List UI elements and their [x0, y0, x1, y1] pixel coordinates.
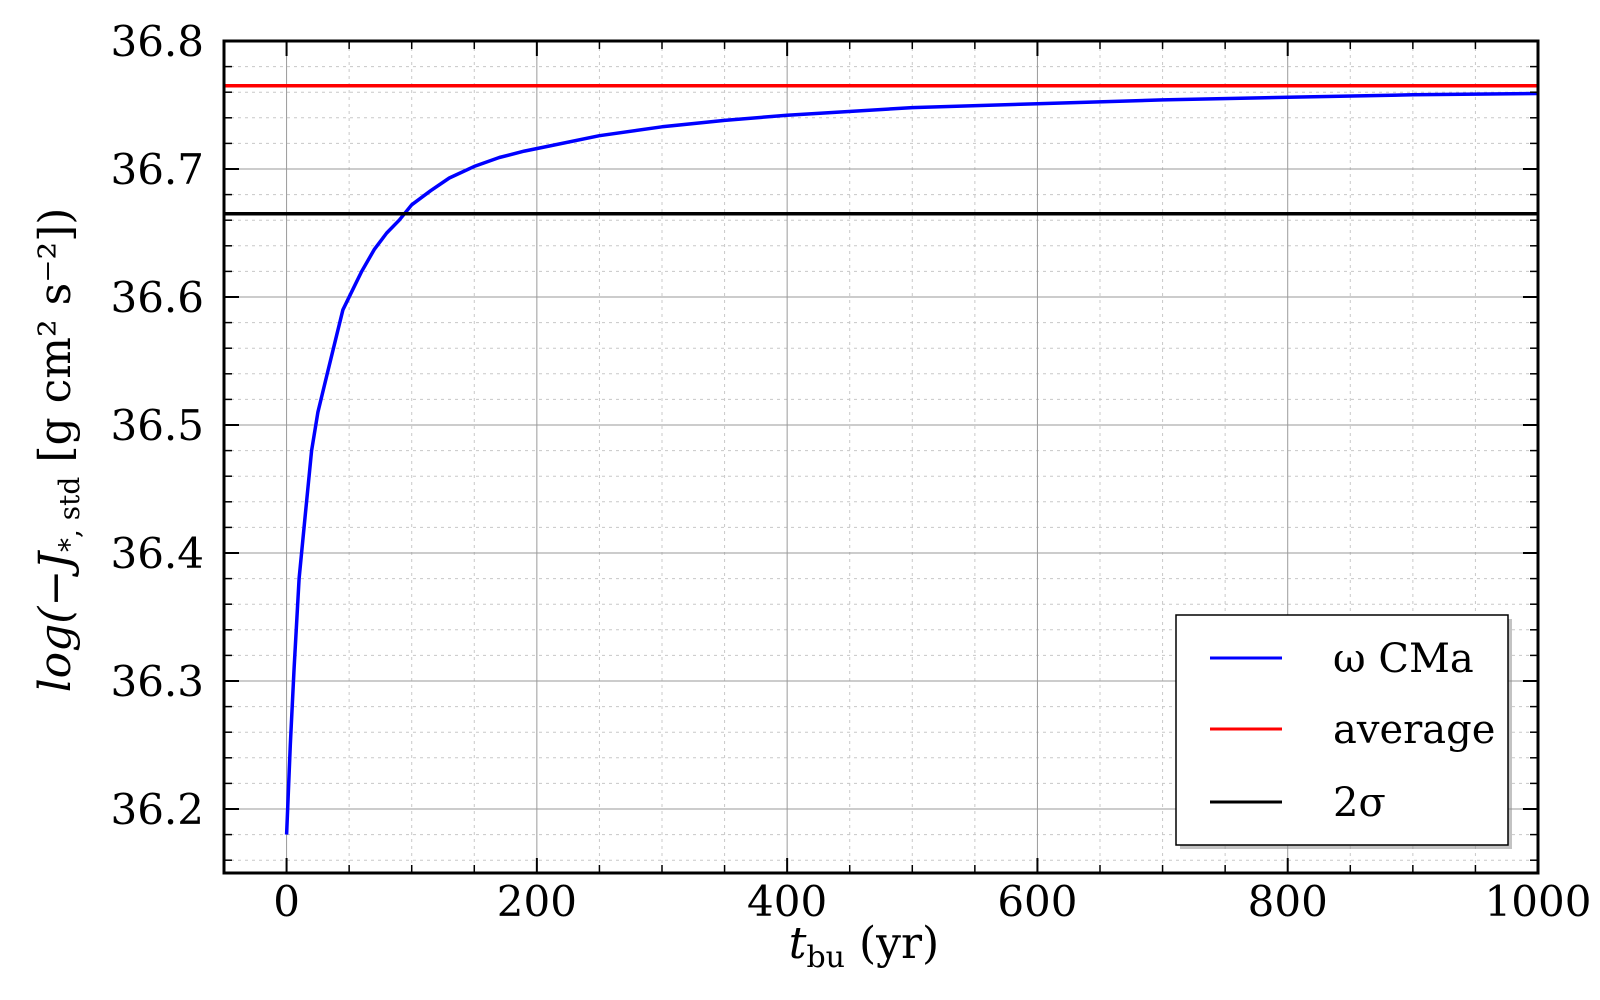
legend: ω CMa average 2σ: [1175, 614, 1512, 849]
x-axis-label-sub: bu: [806, 940, 845, 975]
series-layer: [224, 84, 1539, 835]
x-axis-label-main: t: [789, 918, 807, 969]
legend-label-2sigma: 2σ: [1333, 780, 1386, 826]
tick-labels: 0 200 400 600 800 1000 36.2 36.3 36.4 36.5 36.6 36.…: [110, 17, 1591, 926]
x-axis-label-unit: (yr): [845, 918, 939, 969]
y-tick-label: 36.2: [110, 785, 204, 834]
y-axis-label-prefix: log(−: [30, 570, 81, 693]
series-line-omega-cma: [284, 91, 1539, 835]
plot-frame: [222, 39, 1540, 875]
x-tick-label: 0: [273, 877, 300, 926]
legend-label-average: average: [1333, 707, 1495, 753]
y-axis-label-unit: [g cm² s⁻²]): [30, 208, 81, 477]
y-tick-label: 36.6: [110, 273, 204, 322]
x-tick-label: 600: [997, 877, 1077, 926]
x-axis-label: tbu (yr): [789, 918, 939, 975]
x-tick-label: 400: [747, 877, 827, 926]
y-tick-label: 36.5: [110, 401, 204, 450]
x-tick-label: 1000: [1485, 877, 1592, 926]
y-tick-label: 36.4: [110, 529, 204, 578]
y-axis-label: log(−J*, std [g cm² s⁻²]): [30, 208, 86, 693]
x-tick-label: 200: [497, 877, 577, 926]
y-axis-label-sub: *, std: [53, 477, 86, 552]
legend-label-omega-cma: ω CMa: [1333, 636, 1474, 682]
x-tick-label: 800: [1248, 877, 1328, 926]
y-tick-label: 36.7: [110, 145, 204, 194]
y-tick-label: 36.3: [110, 657, 204, 706]
y-tick-label: 36.8: [110, 17, 204, 66]
